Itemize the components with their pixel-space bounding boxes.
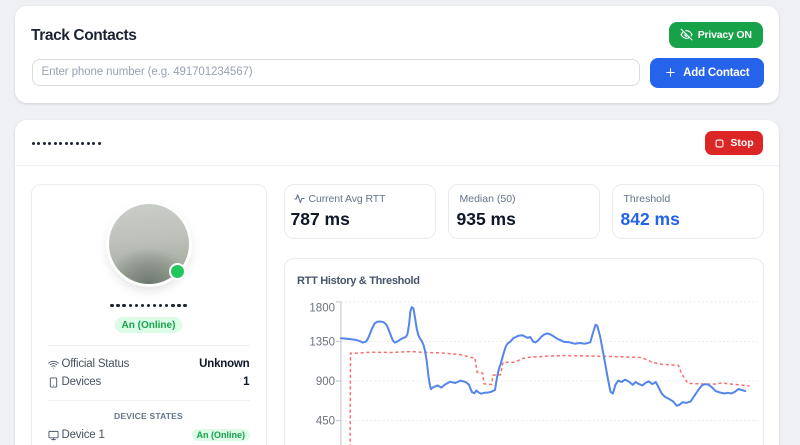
svg-text:450: 450 [315, 416, 334, 428]
svg-text:1800: 1800 [309, 303, 335, 315]
svg-text:1350: 1350 [309, 337, 335, 349]
svg-text:900: 900 [315, 376, 334, 388]
